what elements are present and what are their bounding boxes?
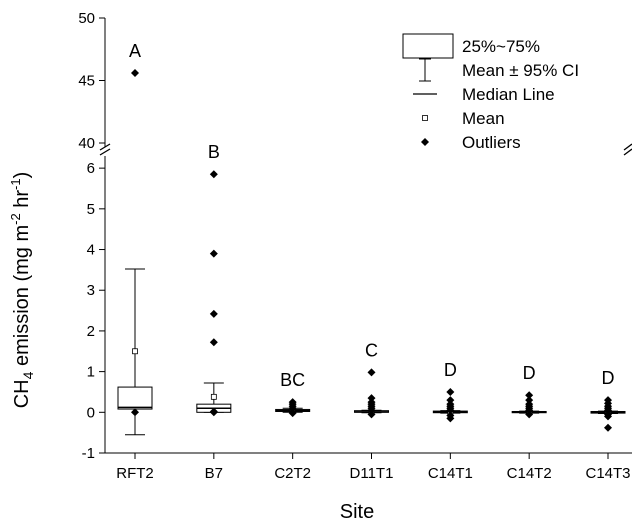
outlier-point	[446, 400, 455, 409]
y-axis-title: CH4 emission (mg m-2 hr-1)	[8, 172, 36, 409]
x-tick-label: D11T1	[350, 465, 394, 482]
significance-letter: D	[523, 363, 536, 383]
x-tick-label: C14T3	[585, 465, 630, 482]
outlier-point	[604, 410, 612, 419]
outlier-point	[446, 396, 455, 405]
outlier-point	[209, 407, 218, 416]
outlier-point	[131, 408, 139, 417]
iqr-box	[117, 386, 153, 410]
axis-break-mark	[99, 143, 111, 151]
outlier-point	[525, 396, 534, 405]
x-tick-label: B7	[205, 465, 223, 482]
mean-marker	[132, 348, 138, 355]
x-tick-label: RFT2	[116, 465, 154, 482]
outlier-point	[209, 170, 218, 179]
legend-label: Median Line	[462, 85, 555, 104]
outlier-point	[367, 368, 376, 377]
legend-entry: Outliers	[421, 133, 521, 152]
outlier-point	[367, 394, 376, 403]
legend-entry: Mean ± 95% CI	[419, 58, 579, 82]
axis-break-mark-right	[623, 143, 632, 151]
outlier-point	[367, 410, 376, 419]
outlier-point	[525, 391, 534, 400]
outlier-point	[288, 398, 297, 407]
significance-letter: A	[129, 41, 141, 61]
y-tick-label: 50	[78, 10, 95, 27]
significance-letter: C	[365, 340, 378, 360]
y-tick-label: 5	[87, 201, 95, 218]
x-tick-label: C2T2	[274, 465, 311, 482]
legend-label: Outliers	[462, 133, 521, 152]
box-group: D	[432, 360, 468, 423]
outlier-point	[604, 396, 612, 405]
outlier-point	[525, 410, 534, 419]
legend-label: 25%~75%	[462, 37, 540, 56]
y-tick-label: 2	[87, 323, 95, 340]
outlier-point	[446, 411, 455, 420]
y-tick-label: 40	[78, 135, 95, 152]
outlier-point	[209, 249, 218, 258]
significance-letter: BC	[280, 370, 305, 390]
box-series: A B BC C D D D	[117, 41, 626, 436]
legend-box-symbol	[402, 33, 454, 59]
outlier-point	[288, 408, 297, 417]
y-tick-label: 1	[87, 364, 95, 381]
box-group: D	[590, 368, 626, 432]
box-group: BC	[275, 370, 311, 418]
legend-entry: Mean	[422, 109, 505, 128]
legend-label: Mean	[462, 109, 505, 128]
significance-letter: B	[208, 142, 220, 162]
legend-entry: Median Line	[413, 85, 555, 104]
outlier-point	[446, 387, 455, 396]
y-tick-label: 0	[87, 404, 95, 421]
outlier-point	[131, 69, 139, 77]
axis-break-mark-right	[623, 148, 632, 156]
outlier-point	[604, 423, 612, 432]
y-tick-label: 3	[87, 282, 95, 299]
significance-letter: D	[444, 360, 457, 380]
box-group: D	[511, 363, 547, 419]
axis-break-mark	[99, 148, 111, 156]
mean-marker	[210, 393, 217, 400]
y-tick-label: -1	[82, 445, 95, 462]
outlier-point	[209, 338, 218, 347]
box-group: B	[196, 142, 232, 417]
legend-outlier-symbol	[421, 138, 429, 146]
x-tick-label: C14T2	[507, 465, 552, 482]
legend-entry: 25%~75%	[402, 33, 540, 59]
outlier-point	[525, 400, 534, 409]
legend: 25%~75% Mean ± 95% CI Median Line Mean Outli…	[402, 33, 579, 152]
x-tick-label: C14T1	[428, 465, 473, 482]
y-tick-label: 45	[78, 73, 95, 90]
box-group: C	[354, 340, 389, 419]
outlier-point	[209, 309, 218, 318]
y-tick-label: 6	[87, 160, 95, 177]
legend-mean-symbol	[422, 115, 428, 121]
box-group: A	[117, 41, 153, 436]
significance-letter: D	[602, 368, 615, 388]
y-tick-label: 4	[87, 242, 95, 259]
outlier-point	[367, 398, 376, 407]
legend-label: Mean ± 95% CI	[462, 61, 579, 80]
x-axis-title: Site	[340, 501, 374, 523]
